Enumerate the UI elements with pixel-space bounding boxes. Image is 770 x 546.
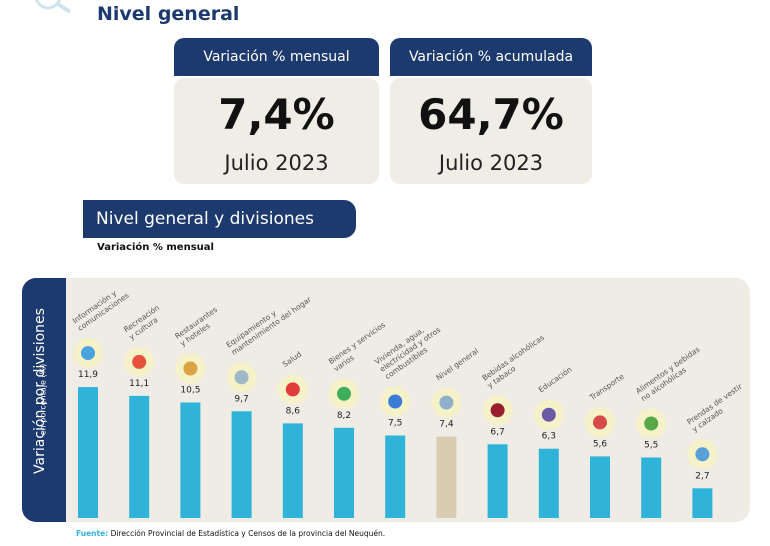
category-label-line: Bebidas alcohólicas	[480, 333, 546, 383]
category-label-7: Nivel general	[434, 346, 480, 382]
value-label-8: 6,7	[490, 427, 504, 437]
kpi-card-mensual	[174, 78, 379, 184]
category-label-12: Prendas de vestiry calzado	[685, 381, 749, 434]
category-label-line: Transporte	[587, 372, 626, 403]
scissors-card-icon-glyph	[337, 386, 351, 401]
kpi-period-mensual: Julio 2023	[224, 151, 329, 175]
value-label-11: 5,5	[644, 441, 658, 451]
page-title: Nivel general	[97, 3, 240, 25]
washing-machine-icon-glyph	[234, 370, 249, 385]
source-label: Fuente:	[76, 529, 109, 538]
bar-0	[78, 387, 98, 518]
bar-2	[180, 402, 201, 518]
category-label-line: Educación	[537, 365, 574, 395]
y-axis-band	[22, 278, 66, 522]
source-note: Fuente: Dirección Provincial de Estadíst…	[76, 529, 385, 538]
value-label-1: 11,1	[129, 379, 149, 389]
bar-4	[282, 423, 303, 518]
bar-3	[231, 411, 252, 518]
category-label-line: Nivel general	[434, 346, 480, 382]
books-icon-glyph	[541, 407, 556, 422]
value-label-6: 7,5	[388, 419, 402, 429]
value-label-0: 11,9	[78, 370, 98, 380]
kpi-label-acumulada: Variación % acumulada	[390, 38, 592, 76]
search-decoration-icon	[35, 0, 72, 14]
value-label-3: 9,7	[234, 394, 248, 404]
category-label-line: Alimentos y bebidas	[634, 345, 702, 396]
category-label-3: Equipamiento ymantenimiento del hogar	[224, 287, 313, 357]
category-label-11: Alimentos y bebidasno alcohólicas	[634, 345, 707, 403]
category-label-0: Información ycomunicaciones	[71, 283, 131, 332]
clothes-icon-glyph	[695, 447, 710, 462]
section-subtitle: Variación % mensual	[97, 242, 214, 253]
category-label-4: Salud	[281, 350, 304, 370]
value-label-7: 7,4	[439, 420, 454, 430]
shopping-basket-icon-glyph	[439, 395, 454, 410]
bar-10	[590, 456, 610, 518]
kpi-label-mensual: Variación % mensual	[174, 38, 379, 76]
groceries-icon-glyph	[644, 416, 659, 431]
kpi-value-mensual: 7,4%	[218, 90, 335, 139]
value-label-10: 5,6	[593, 439, 608, 449]
category-label-2: Restaurantesy hoteles	[173, 305, 224, 348]
value-label-9: 6,3	[542, 432, 556, 442]
bar-9	[538, 448, 559, 518]
bar-7	[436, 436, 457, 518]
value-label-4: 8,6	[286, 406, 301, 416]
house-icon-glyph	[388, 394, 403, 409]
beach-umbrella-icon-glyph	[132, 354, 147, 369]
kpi-value-acumulada: 64,7%	[418, 90, 564, 139]
category-label-line: mantenimiento del hogar	[230, 294, 314, 357]
section-title: Nivel general y divisiones	[83, 200, 356, 238]
bus-car-icon-glyph	[593, 415, 607, 430]
kpi-period-acumulada: Julio 2023	[438, 151, 544, 175]
bar-8	[487, 444, 508, 518]
kpi-card-acumulada	[390, 78, 592, 184]
category-label-line: Salud	[281, 350, 304, 370]
value-label-12: 2,7	[695, 471, 709, 481]
bar-12	[692, 488, 713, 518]
value-label-2: 10,5	[180, 386, 200, 396]
suitcase-icon-glyph	[183, 361, 198, 376]
category-label-8: Bebidas alcohólicasy tabaco	[480, 333, 551, 390]
health-cross-icon-glyph	[285, 382, 300, 397]
bar-6	[385, 435, 406, 518]
smartphone-icon-glyph	[81, 346, 95, 361]
source-text: Dirección Provincial de Estadística y Ce…	[110, 529, 386, 538]
value-label-5: 8,2	[337, 411, 351, 421]
category-label-1: Recreacióny cultura	[122, 303, 166, 342]
bar-5	[334, 427, 354, 518]
bar-1	[129, 395, 150, 518]
wine-bottle-icon-glyph	[490, 403, 505, 418]
bar-11	[641, 457, 662, 518]
category-label-9: Educación	[537, 365, 574, 395]
category-label-10: Transporte	[587, 372, 626, 403]
